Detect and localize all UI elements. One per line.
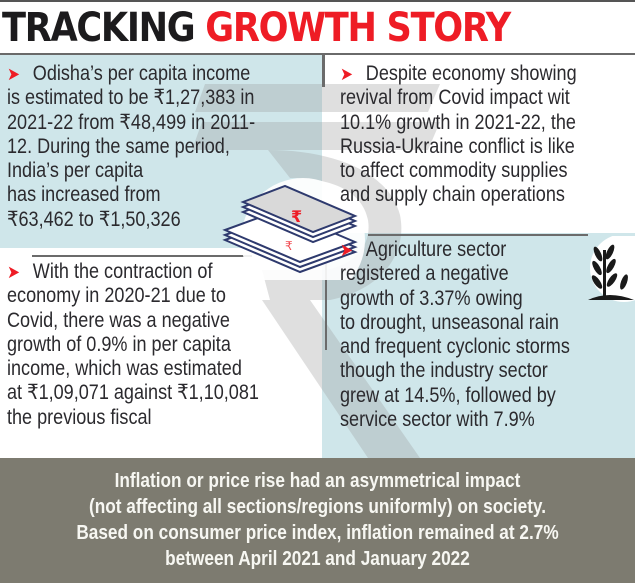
text-line: grew at 14.5%, followed by bbox=[340, 383, 556, 407]
top-border bbox=[0, 0, 635, 2]
divider bbox=[322, 55, 325, 87]
text-line: has increased from bbox=[7, 183, 161, 207]
text-line: revival from Covid impact wit bbox=[340, 86, 570, 110]
title-part-2: GROWTH STORY bbox=[205, 5, 511, 51]
text-line: ₹63,462 to ₹1,50,326 bbox=[7, 207, 181, 231]
text-line: Russia-Ukraine conflict is like bbox=[340, 134, 575, 158]
arrow-right-icon: ➤ bbox=[340, 64, 353, 84]
text-line: 10.1% growth in 2021-22, the bbox=[340, 110, 576, 134]
text-line: service sector with 7.9% bbox=[340, 408, 535, 432]
arrow-right-icon: ➤ bbox=[7, 64, 20, 84]
panel-contraction bbox=[0, 258, 322, 458]
title-divider bbox=[0, 53, 635, 55]
text-line: registered a negative bbox=[340, 262, 509, 286]
text-line: Covid, there was a negative bbox=[7, 308, 230, 332]
footer-banner: Inflation or price rise had an asymmetri… bbox=[0, 458, 635, 583]
arrow-right-icon: ➤ bbox=[340, 240, 353, 260]
text-line: economy in 2020-21 due to bbox=[7, 284, 226, 308]
divider bbox=[368, 234, 588, 236]
footer-line: Based on consumer price index, inflation… bbox=[76, 521, 559, 544]
svg-text:₹: ₹ bbox=[285, 239, 293, 253]
text-line: at ₹1,09,071 against ₹1,10,081 bbox=[7, 381, 259, 405]
text-line: ➤ With the contraction of bbox=[7, 260, 259, 284]
divider bbox=[32, 255, 252, 257]
text-line: though the industry sector bbox=[340, 359, 548, 383]
text-line: growth of 3.37% owing bbox=[340, 286, 523, 310]
title-part-1: TRACKING bbox=[2, 5, 196, 51]
text-line: India’s per capita bbox=[7, 159, 144, 183]
panel-agriculture bbox=[322, 233, 635, 458]
footer-line: Inflation or price rise had an asymmetri… bbox=[114, 469, 521, 492]
text-line: the previous fiscal bbox=[7, 405, 152, 429]
text-line-content: Despite economy showing bbox=[365, 62, 577, 85]
text-line: ➤ Odisha’s per capita income bbox=[7, 62, 255, 86]
text-line: is estimated to be ₹1,27,383 in bbox=[7, 86, 255, 110]
page-title: TRACKING GROWTH STORY bbox=[2, 4, 511, 52]
panel-economy-revival bbox=[322, 55, 635, 233]
text-line: and supply chain operations bbox=[340, 183, 565, 207]
footer-text: Inflation or price rise had an asymmetri… bbox=[0, 468, 635, 572]
text-line: growth of 0.9% in per capita bbox=[7, 332, 231, 356]
panel-1-text: ➤ Odisha’s per capita income is estimated… bbox=[7, 62, 255, 232]
panel-2-text: ➤ Despite economy showing revival from Co… bbox=[340, 62, 577, 208]
text-line: income, which was estimated bbox=[7, 357, 242, 381]
text-line: 12. During the same period, bbox=[7, 134, 230, 158]
footer-line: between April 2021 and January 2022 bbox=[165, 547, 470, 570]
text-line-content: With the contraction of bbox=[32, 260, 213, 283]
svg-text:₹: ₹ bbox=[291, 207, 302, 226]
text-line: 2021-22 from ₹48,499 in 2011- bbox=[7, 110, 256, 134]
footer-line: (not affecting all sections/regions unif… bbox=[88, 495, 547, 518]
divider bbox=[325, 235, 327, 350]
crop-plant-icon bbox=[588, 236, 635, 302]
text-line: ➤ Agriculture sector bbox=[340, 238, 570, 262]
panel-4-text: ➤ Agriculture sector registered a negativ… bbox=[340, 238, 570, 432]
text-line: to drought, unseasonal rain bbox=[340, 310, 559, 334]
text-line: ➤ Despite economy showing bbox=[340, 62, 577, 86]
text-line: to affect commodity supplies bbox=[340, 159, 568, 183]
arrow-right-icon: ➤ bbox=[7, 262, 20, 282]
text-line-content: Odisha’s per capita income bbox=[32, 62, 251, 85]
text-line: and frequent cyclonic storms bbox=[340, 335, 570, 359]
currency-stack-icon: ₹ ₹ bbox=[222, 178, 365, 280]
text-line-content: Agriculture sector bbox=[365, 238, 507, 261]
panel-3-text: ➤ With the contraction of economy in 2020… bbox=[7, 260, 259, 430]
